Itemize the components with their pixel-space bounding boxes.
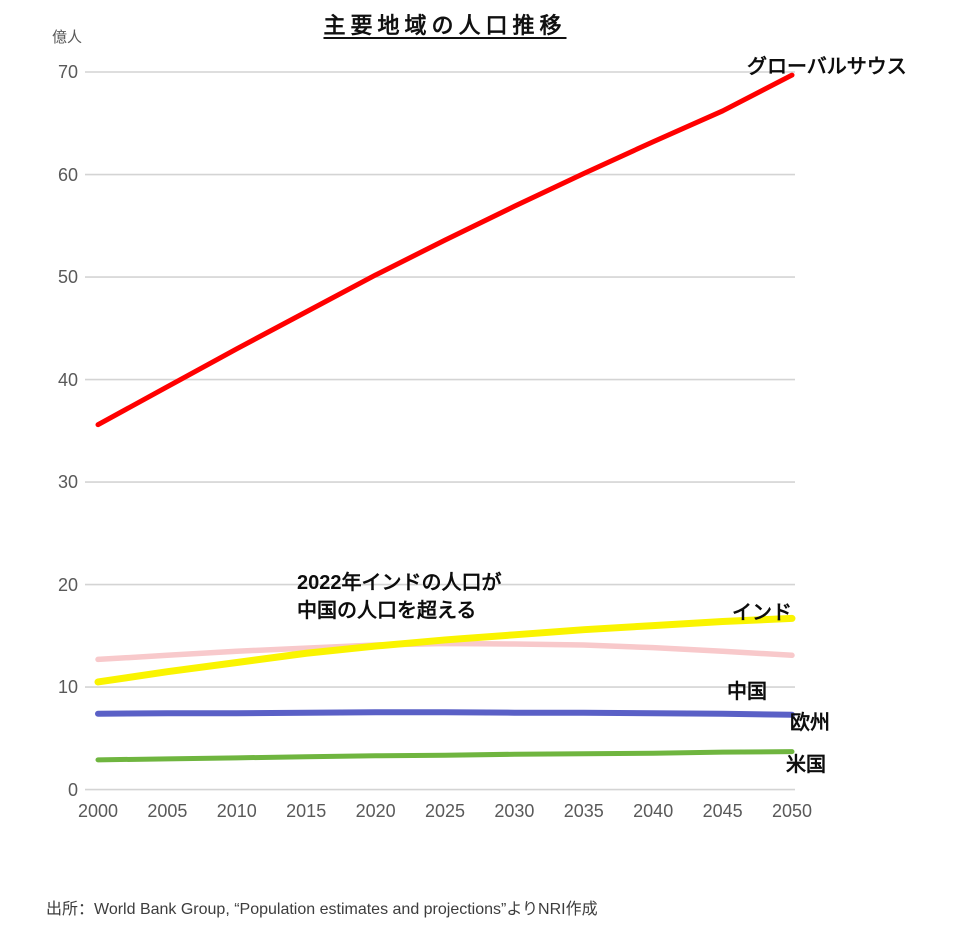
chart-title: 主要地域の人口推移: [323, 13, 567, 38]
series-line-europe: [95, 709, 795, 718]
series-label-india: インド: [732, 602, 792, 624]
series-line-india: [94, 614, 796, 686]
series-line-us: [95, 749, 795, 763]
x-tick-label-2010: 2010: [216, 801, 257, 821]
annotation-line-2: 中国の人口を超える: [297, 600, 477, 622]
series-line-china: [95, 640, 795, 663]
source-note: 出所：World Bank Group, “Population estimat…: [46, 901, 598, 918]
line-chart-plot-area: [85, 71, 796, 791]
series-line-global-south: [95, 72, 795, 428]
x-tick-label-2025: 2025: [424, 801, 466, 821]
x-tick-label-2015: 2015: [286, 801, 327, 821]
x-tick-label-2030: 2030: [494, 801, 535, 821]
y-tick-label-30: 30: [57, 472, 78, 493]
y-tick-label-40: 40: [57, 369, 78, 390]
annotation-line-1: 2022年インドの人口が: [297, 572, 502, 594]
x-tick-label-2050: 2050: [771, 801, 813, 821]
series-label-europe: 欧州: [790, 712, 830, 734]
x-tick-label-2005: 2005: [147, 801, 188, 821]
x-tick-label-2040: 2040: [633, 801, 674, 821]
y-tick-label-70: 70: [57, 62, 78, 82]
x-tick-label-2045: 2045: [702, 801, 743, 821]
x-tick-label-2035: 2035: [563, 801, 604, 821]
y-tick-label-0: 0: [67, 779, 78, 800]
series-label-us: 米国: [786, 754, 826, 776]
y-axis-unit-label: 億人: [52, 29, 83, 46]
series-label-global-south: グローバルサウス: [747, 56, 907, 78]
y-tick-label-60: 60: [57, 164, 78, 185]
india-china-crossover-annotation: 2022年インドの人口が 中国の人口を超える: [297, 569, 502, 625]
series-label-china: 中国: [727, 681, 767, 703]
y-tick-label-50: 50: [57, 267, 78, 288]
y-tick-label-20: 20: [57, 574, 78, 595]
x-tick-label-2000: 2000: [77, 801, 119, 821]
x-tick-label-2020: 2020: [355, 801, 396, 821]
y-tick-label-10: 10: [57, 677, 78, 698]
